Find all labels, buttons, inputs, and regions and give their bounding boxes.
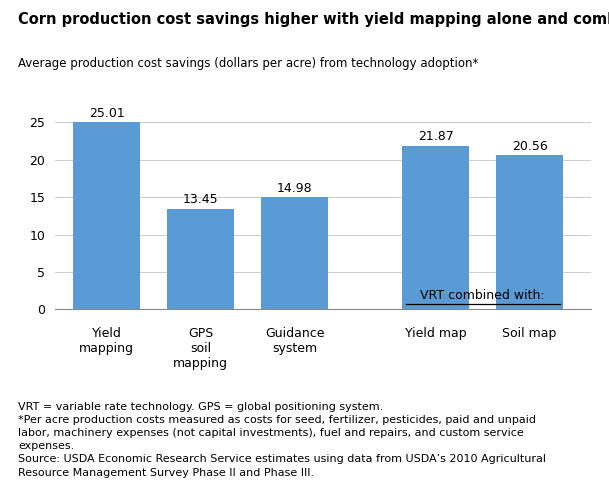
Text: 20.56: 20.56 <box>512 140 547 153</box>
Text: Yield
mapping: Yield mapping <box>79 327 134 355</box>
Text: GPS
soil
mapping: GPS soil mapping <box>173 327 228 370</box>
Text: 13.45: 13.45 <box>183 194 219 207</box>
Text: 25.01: 25.01 <box>89 107 124 120</box>
Text: 21.87: 21.87 <box>418 130 454 143</box>
Text: Guidance
system: Guidance system <box>265 327 325 355</box>
Text: Corn production cost savings higher with yield mapping alone and combined with V: Corn production cost savings higher with… <box>18 12 609 27</box>
Text: 14.98: 14.98 <box>276 182 312 195</box>
Text: Yield map: Yield map <box>405 327 466 340</box>
Bar <box>72 122 140 309</box>
Text: VRT = variable rate technology. GPS = global positioning system.
*Per acre produ: VRT = variable rate technology. GPS = gl… <box>18 402 546 478</box>
Bar <box>261 197 328 309</box>
Text: Soil map: Soil map <box>502 327 557 340</box>
Text: VRT combined with:: VRT combined with: <box>420 289 545 302</box>
Text: Average production cost savings (dollars per acre) from technology adoption*: Average production cost savings (dollars… <box>18 57 479 70</box>
Bar <box>496 156 563 309</box>
Bar <box>402 146 470 309</box>
Bar <box>167 209 234 309</box>
